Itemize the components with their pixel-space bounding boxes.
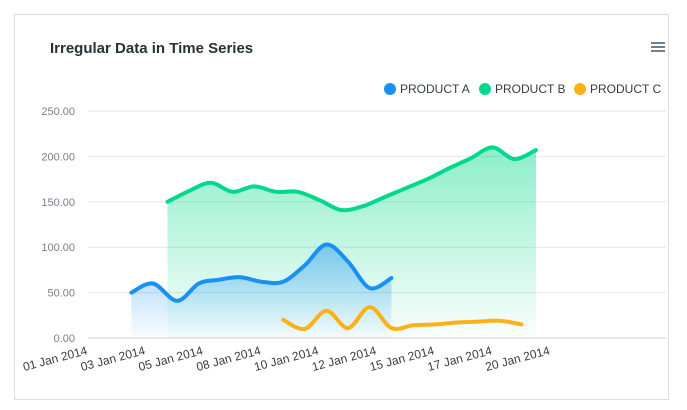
series-areas bbox=[131, 147, 536, 338]
x-tick-label: 15 Jan 2014 bbox=[368, 343, 436, 374]
legend-marker-product-a bbox=[384, 83, 396, 95]
x-tick-label: 08 Jan 2014 bbox=[195, 343, 263, 374]
legend-item-product-c[interactable]: PRODUCT C bbox=[574, 82, 661, 96]
y-tick-label: 0.00 bbox=[54, 333, 75, 345]
x-tick-label: 12 Jan 2014 bbox=[310, 343, 378, 374]
y-tick-label: 250.00 bbox=[41, 106, 75, 118]
series-line-product-b bbox=[165, 145, 538, 213]
menu-icon[interactable] bbox=[651, 42, 665, 52]
y-axis: 0.00 50.00 100.00 150.00 200.00 250.00 bbox=[41, 106, 75, 345]
legend-label-product-b: PRODUCT B bbox=[495, 82, 565, 96]
legend-marker-product-c bbox=[574, 83, 586, 95]
legend: PRODUCT A PRODUCT B PRODUCT C bbox=[384, 82, 661, 96]
x-tick-label: 03 Jan 2014 bbox=[79, 343, 147, 374]
x-tick-label: 05 Jan 2014 bbox=[137, 343, 205, 374]
x-tick-label: 20 Jan 2014 bbox=[484, 343, 552, 374]
series-line-product-a bbox=[129, 242, 394, 303]
y-tick-label: 100.00 bbox=[41, 242, 75, 254]
legend-item-product-b[interactable]: PRODUCT B bbox=[479, 82, 565, 96]
series-lines bbox=[129, 145, 538, 332]
series-area-product-a bbox=[131, 244, 392, 338]
legend-item-product-a[interactable]: PRODUCT A bbox=[384, 82, 470, 96]
legend-marker-product-b bbox=[479, 83, 491, 95]
series-line-product-c bbox=[281, 305, 524, 332]
y-tick-label: 200.00 bbox=[41, 151, 75, 163]
y-tick-label: 50.00 bbox=[47, 288, 75, 300]
x-tick-label: 01 Jan 2014 bbox=[21, 343, 89, 374]
chart-title: Irregular Data in Time Series bbox=[50, 40, 253, 57]
x-tick-label: 10 Jan 2014 bbox=[253, 343, 321, 374]
y-tick-label: 150.00 bbox=[41, 197, 75, 209]
x-tick-label: 17 Jan 2014 bbox=[426, 343, 494, 374]
legend-label-product-c: PRODUCT C bbox=[590, 82, 661, 96]
legend-label-product-a: PRODUCT A bbox=[400, 82, 470, 96]
